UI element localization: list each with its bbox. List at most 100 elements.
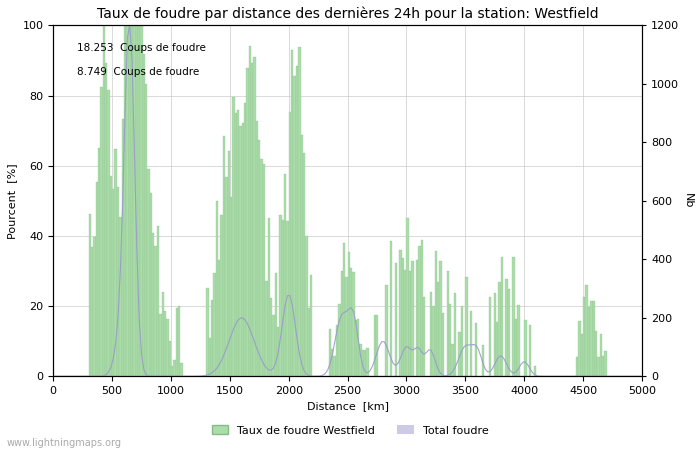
Bar: [581, 334, 583, 376]
Bar: [110, 176, 112, 376]
Bar: [167, 320, 169, 376]
Bar: [338, 304, 341, 376]
Bar: [214, 273, 216, 376]
Bar: [244, 104, 246, 376]
Bar: [112, 189, 115, 376]
Bar: [385, 284, 388, 376]
Bar: [300, 135, 303, 376]
Bar: [529, 324, 531, 376]
Bar: [178, 306, 181, 376]
Bar: [124, 25, 126, 376]
Text: 18.253  Coups de foudre: 18.253 Coups de foudre: [77, 43, 206, 53]
Bar: [343, 243, 345, 376]
Bar: [298, 46, 300, 376]
Bar: [303, 153, 305, 376]
Bar: [345, 277, 348, 376]
Bar: [505, 279, 508, 376]
Bar: [364, 350, 367, 376]
Bar: [307, 307, 310, 376]
Bar: [239, 126, 241, 376]
Bar: [449, 304, 452, 376]
Bar: [150, 193, 152, 376]
Bar: [466, 277, 468, 376]
Bar: [433, 306, 435, 376]
Bar: [159, 314, 162, 376]
Bar: [409, 271, 411, 376]
Bar: [241, 123, 244, 376]
Bar: [206, 288, 209, 376]
Bar: [411, 261, 414, 376]
Bar: [232, 97, 234, 376]
Bar: [279, 215, 281, 376]
Bar: [248, 46, 251, 376]
Bar: [176, 308, 178, 376]
Bar: [489, 297, 491, 376]
Bar: [341, 271, 343, 376]
Bar: [291, 50, 293, 376]
Bar: [117, 187, 119, 376]
Bar: [256, 122, 258, 376]
Bar: [174, 360, 176, 376]
Bar: [331, 349, 333, 376]
Bar: [461, 306, 463, 376]
Bar: [498, 282, 500, 376]
Bar: [500, 256, 503, 376]
Bar: [578, 321, 581, 376]
Bar: [262, 164, 265, 376]
Bar: [437, 282, 440, 376]
Bar: [234, 113, 237, 376]
Bar: [359, 344, 362, 376]
Y-axis label: Nb: Nb: [683, 193, 693, 208]
Bar: [228, 151, 230, 376]
Bar: [129, 25, 131, 376]
Text: 8.749  Coups de foudre: 8.749 Coups de foudre: [77, 68, 199, 77]
Bar: [447, 271, 449, 376]
Title: Taux de foudre par distance des dernières 24h pour la station: Westfield: Taux de foudre par distance des dernière…: [97, 7, 598, 22]
Bar: [251, 63, 253, 376]
Bar: [357, 319, 359, 376]
Bar: [107, 90, 110, 376]
Bar: [141, 25, 143, 376]
Bar: [395, 263, 397, 376]
Bar: [274, 273, 277, 376]
Legend: Taux de foudre Westfield, Total foudre: Taux de foudre Westfield, Total foudre: [207, 421, 493, 440]
Bar: [590, 301, 593, 376]
Bar: [400, 250, 402, 376]
Bar: [585, 285, 588, 376]
Bar: [246, 68, 248, 376]
Bar: [600, 333, 602, 376]
Bar: [524, 320, 526, 376]
Bar: [230, 197, 232, 376]
Text: www.lightningmaps.org: www.lightningmaps.org: [7, 438, 122, 448]
Bar: [402, 258, 404, 376]
Bar: [218, 260, 220, 376]
Bar: [143, 54, 145, 376]
Bar: [352, 272, 355, 376]
Bar: [277, 327, 279, 376]
Bar: [514, 320, 517, 376]
Bar: [265, 281, 267, 376]
Bar: [169, 341, 171, 376]
Bar: [136, 25, 138, 376]
Bar: [223, 136, 225, 376]
Bar: [133, 25, 136, 376]
Bar: [281, 220, 284, 376]
Bar: [103, 25, 105, 376]
Bar: [131, 25, 133, 376]
Bar: [458, 332, 461, 376]
Bar: [96, 182, 98, 376]
Bar: [362, 350, 364, 376]
Bar: [209, 338, 211, 376]
Bar: [164, 311, 167, 376]
Bar: [155, 247, 157, 376]
Bar: [482, 345, 484, 376]
Bar: [348, 252, 350, 376]
Bar: [288, 112, 291, 376]
Bar: [258, 140, 260, 376]
Bar: [305, 236, 307, 376]
Bar: [211, 300, 214, 376]
Bar: [296, 66, 298, 376]
Bar: [454, 293, 456, 376]
Bar: [148, 169, 150, 376]
Bar: [390, 241, 393, 376]
